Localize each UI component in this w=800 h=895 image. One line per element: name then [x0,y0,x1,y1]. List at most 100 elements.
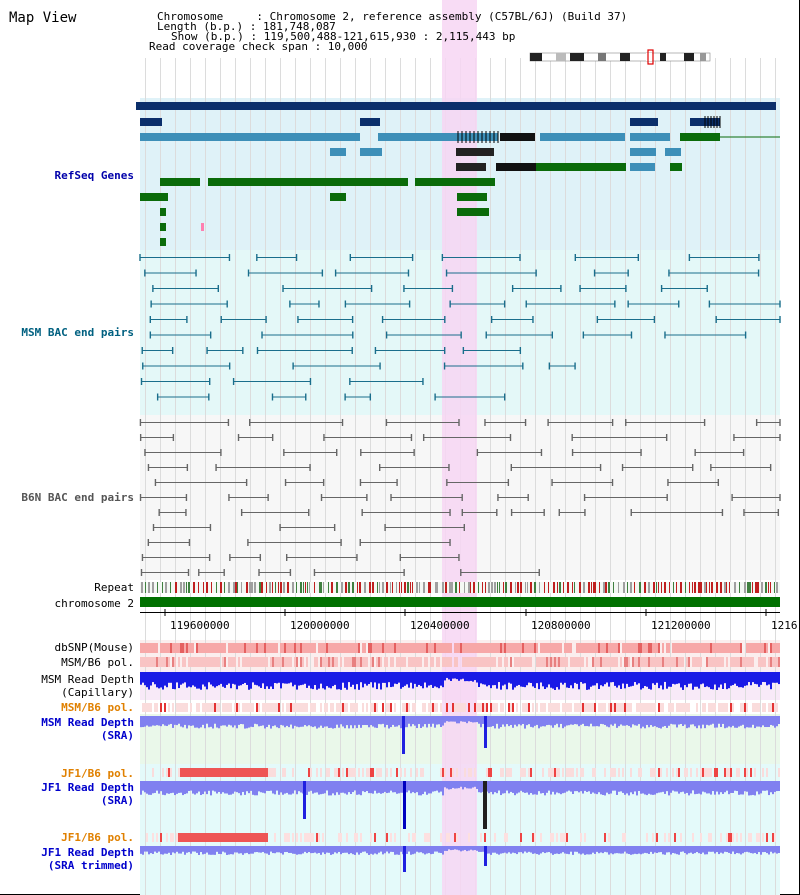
msm-bac-label[interactable]: MSM BAC end pairs [21,326,134,339]
msm-pol-heat [328,657,330,667]
jf1-trimmed-depth [556,846,558,854]
msm-sra-depth [654,716,656,727]
jf1-pol-2-heat [480,833,482,842]
msm-sra-depth [208,716,210,728]
dbsnp-heat [642,643,644,653]
msm-pol-2-heat [628,703,630,712]
dbsnp-heat [682,643,684,653]
msm-sra-depth [400,716,402,729]
msm-capillary-depth [708,672,710,688]
jf1-trimmed-depth-spike [484,846,487,866]
jf1-pol-heat [500,768,502,777]
jf1-pol-heat [354,768,356,777]
jf1-trimmed-depth [408,846,410,852]
jf1-trimmed-depth [358,846,360,855]
repeat-label: Repeat [94,581,134,594]
msm-depth-sra-label[interactable]: MSM Read Depth [41,716,134,729]
msm-sra-depth [156,716,158,726]
jf1-pol-label[interactable]: JF1/B6 pol. [61,767,134,780]
dbsnp-heat [254,643,256,653]
dbsnp-heat [426,643,428,653]
msm-capillary-depth [486,672,488,687]
jf1-trimmed-depth [430,846,432,855]
msm-sra-depth [674,716,676,725]
msm-sra-depth [496,716,498,724]
msm-pol-heat [224,657,226,667]
jf1-trimmed-depth [724,846,726,852]
dbsnp-heat [236,643,238,653]
jf1-depth-sra-label[interactable]: JF1 Read Depth [41,781,134,794]
jf1-sra-depth [398,781,400,794]
jf1-sra-depth [522,781,524,793]
jf1-pol-2-label[interactable]: JF1/B6 pol. [61,831,134,844]
jf1-trimmed-depth [424,846,426,855]
msm-sra-depth [532,716,534,728]
jf1-sra-depth [212,781,214,791]
msm-pol-heat [324,657,326,667]
msm-pol-2-heat [228,703,230,712]
jf1-sra-depth [340,781,342,793]
repeat-element [734,582,736,593]
jf1-trimmed-depth [474,846,476,851]
repeat-element [283,582,285,593]
msm-pol-heat [566,657,568,667]
jf1-trimmed-depth [304,846,306,852]
jf1-sra-depth [334,781,336,796]
jf1-trimmed-depth [142,846,144,855]
jf1-pol-heat [450,768,452,777]
jf1-trimmed-depth [598,846,600,854]
dbsnp-heat [298,643,300,653]
jf1-pol-heat [568,768,570,777]
jf1-trimmed-depth [476,846,478,851]
dbsnp-heat [280,643,282,653]
msm-capillary-depth [458,672,460,681]
msm-pol-heat [214,657,216,667]
jf1-sra-depth [380,781,382,794]
jf1-depth-trimmed-label[interactable]: JF1 Read Depth [41,846,134,859]
msm-pol-heat [682,657,684,667]
msm-sra-depth [434,716,436,728]
dbsnp-label[interactable]: dbSNP(Mouse) [54,641,134,654]
msm-pol-label[interactable]: MSM/B6 pol. [61,656,134,669]
jf1-sra-depth [176,781,178,794]
msm-sra-depth [694,716,696,727]
msm-capillary-depth [318,672,320,689]
msm-sra-depth [406,716,408,728]
msm-pol-2-heat [774,703,776,712]
msm-pol-2-label[interactable]: MSM/B6 pol. [61,701,134,714]
msm-sra-depth [376,716,378,728]
jf1-pol-heat [490,768,492,777]
msm-capillary-depth [590,672,592,687]
msm-pol-2-heat [654,703,656,712]
dbsnp-heat [534,643,536,653]
msm-capillary-depth [438,672,440,689]
jf1-sra-depth [328,781,330,796]
jf1-pol-2-heat [728,833,730,842]
dbsnp-heat [416,643,418,653]
jf1-sra-depth [762,781,764,791]
jf1-sra-depth [654,781,656,795]
msm-sra-depth [198,716,200,729]
repeat-element [382,582,384,593]
msm-capillary-depth [178,672,180,689]
msm-sra-depth [450,716,452,722]
msm-pol-2-heat [230,703,232,712]
msm-capillary-depth [270,672,272,687]
jf1-pol-heat [728,768,730,777]
repeat-element [534,582,536,593]
repeat-element [259,582,261,593]
msm-depth-capillary-label[interactable]: MSM Read Depth [41,673,134,686]
jf1-trimmed-depth [250,846,252,854]
msm-sra-depth [360,716,362,728]
jf1-trimmed-depth [406,846,408,854]
repeat-element [186,582,187,593]
msm-sra-depth [314,716,316,727]
msm-sra-depth [604,716,606,725]
refseq-gene [160,178,200,186]
refseq-genes-label[interactable]: RefSeq Genes [54,169,134,182]
msm-pol-heat [608,657,610,667]
msm-pol-2-heat [758,703,760,712]
jf1-sra-depth [736,781,738,792]
b6n-bac-label[interactable]: B6N BAC end pairs [21,491,134,504]
